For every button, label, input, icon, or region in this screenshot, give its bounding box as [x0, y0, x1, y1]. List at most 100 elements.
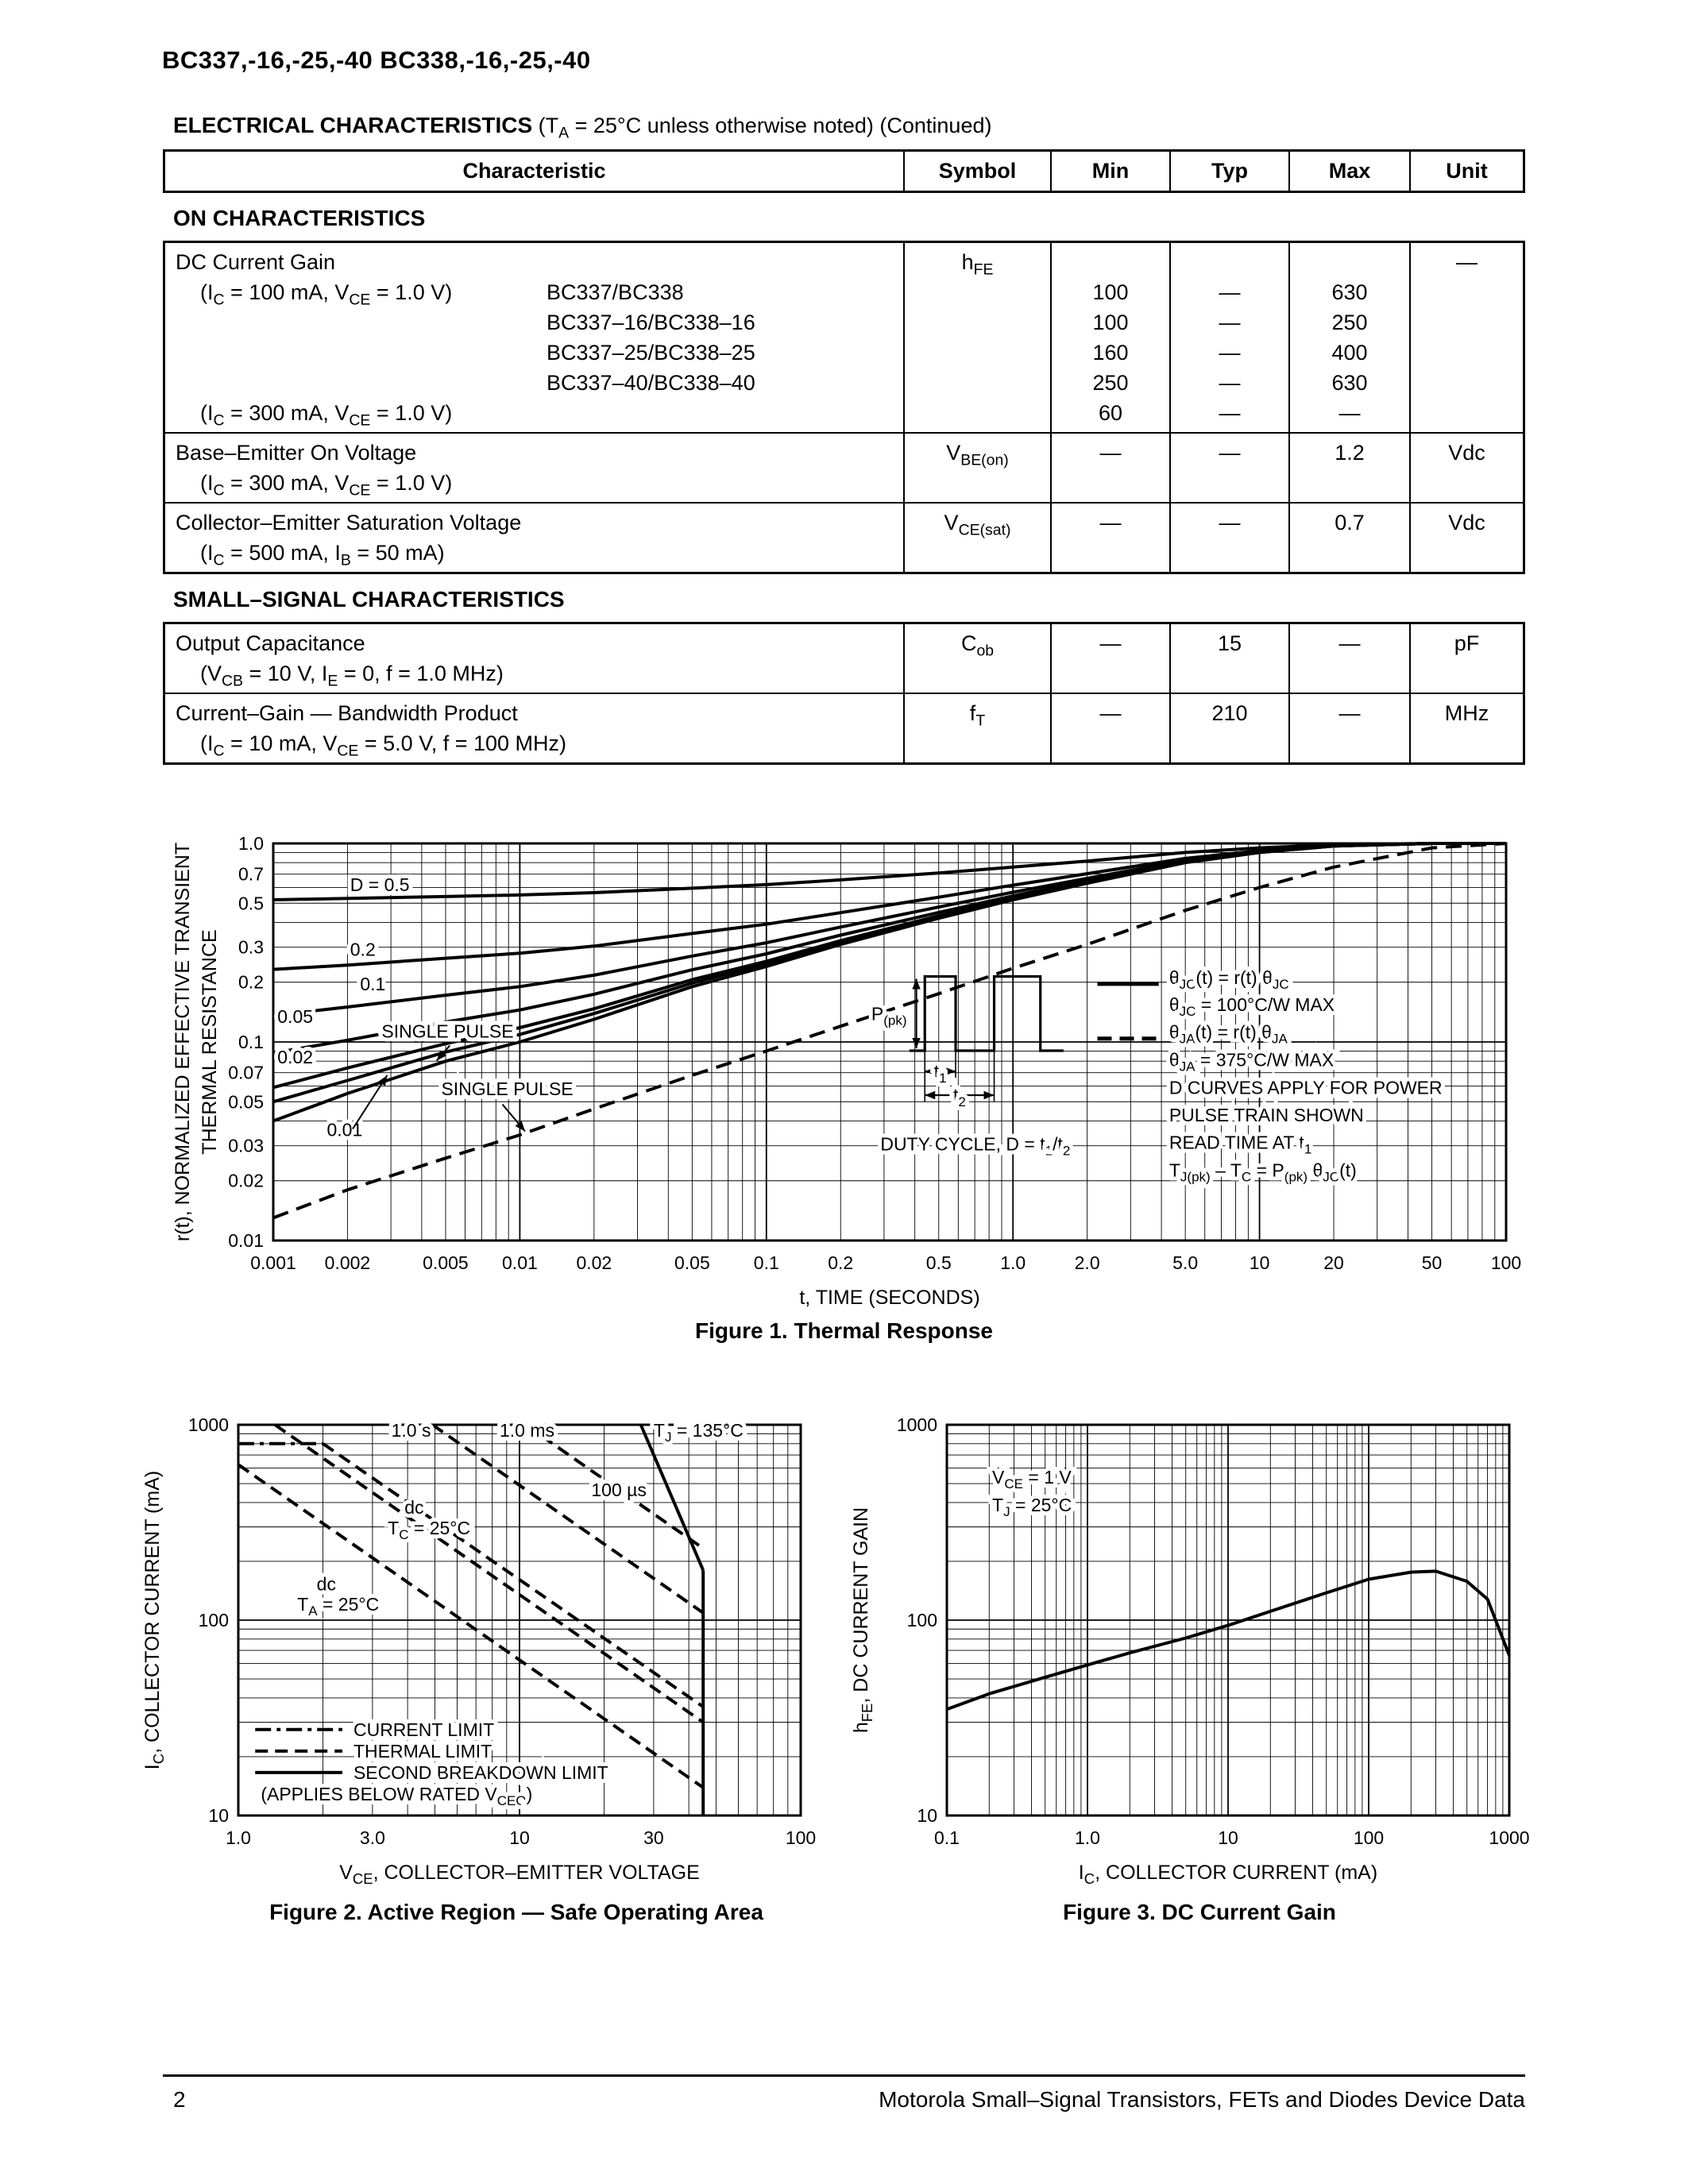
- svg-text:READ TIME AT t1: READ TIME AT t1: [1169, 1132, 1311, 1156]
- figure-3-caption: Figure 3. DC Current Gain: [1063, 1900, 1336, 1924]
- device-variant: BC337–16/BC338–16: [547, 311, 755, 334]
- svg-text:0.7: 0.7: [238, 864, 264, 885]
- typ-value: —: [1219, 280, 1241, 304]
- min-value: 60: [1098, 401, 1123, 425]
- svg-text:θJA(t) = r(t) θJA: θJA(t) = r(t) θJA: [1169, 1022, 1288, 1047]
- series-single-pulse-thetaJC: [272, 842, 1506, 1123]
- svg-text:0.05: 0.05: [277, 1006, 313, 1027]
- typ-cell: — — — — —: [1169, 243, 1288, 432]
- symbol-cell: hFE: [903, 243, 1050, 432]
- test-condition: (IC = 10 mA, VCE = 5.0 V, f = 100 MHz): [200, 731, 567, 760]
- svg-text:0.02: 0.02: [277, 1047, 313, 1067]
- min-value: 100: [1092, 311, 1129, 334]
- characteristic-name: Current–Gain — Bandwidth Product: [176, 701, 518, 725]
- svg-text:1.0: 1.0: [1075, 1827, 1100, 1848]
- max-value: 400: [1331, 341, 1368, 365]
- test-condition: (IC = 100 mA, VCE = 1.0 V): [200, 280, 453, 309]
- column-header-characteristic: Characteristic: [462, 159, 606, 183]
- svg-text:0.2: 0.2: [238, 972, 264, 993]
- unit-value: Vdc: [1448, 441, 1485, 465]
- svg-text:10: 10: [917, 1805, 937, 1826]
- typ-value: 210: [1211, 701, 1248, 725]
- svg-text:dc: dc: [404, 1497, 423, 1518]
- figure-3-dc-current-gain-chart: 0.1 1.0 10 100 1000 10 100 1000 IC, COLLECTOR CU…: [826, 1414, 1533, 1892]
- svg-text:D CURVES APPLY FOR POWER: D CURVES APPLY FOR POWER: [1169, 1077, 1443, 1098]
- series-second-breakdown: [639, 1424, 705, 1571]
- test-condition: (IC = 300 mA, VCE = 1.0 V): [200, 401, 453, 430]
- svg-text:θJA = 375°C/W MAX: θJA = 375°C/W MAX: [1169, 1050, 1334, 1075]
- series-thermal-dc-tc: [273, 1423, 705, 1724]
- svg-text:1000: 1000: [897, 1414, 937, 1435]
- condition-and-device-line: (IC = 100 mA, VCE = 1.0 V) BC337/BC338: [165, 277, 903, 309]
- max-value: —: [1338, 401, 1361, 425]
- series-thermal-dc-ta: [237, 1463, 705, 1789]
- unit-value: pF: [1454, 631, 1480, 655]
- svg-text:IC, COLLECTOR CURRENT (mA): IC, COLLECTOR CURRENT (mA): [141, 1471, 167, 1769]
- svg-text:0.1: 0.1: [360, 974, 385, 994]
- table-row-gain-bandwidth: Current–Gain — Bandwidth Product (IC = 1…: [165, 693, 1523, 762]
- svg-text:PULSE TRAIN SHOWN: PULSE TRAIN SHOWN: [1169, 1105, 1364, 1125]
- footer-text: Motorola Small–Signal Transistors, FETs …: [879, 2087, 1525, 2112]
- min-value: —: [1099, 701, 1122, 725]
- svg-text:0.01: 0.01: [228, 1230, 264, 1251]
- figure-2-safe-operating-area-chart: 1.0 3.0 10 30 100 10 100 1000 VCE, COLLECTOR–EMI…: [118, 1414, 825, 1892]
- figure-2-caption: Figure 2. Active Region — Safe Operating…: [269, 1900, 763, 1924]
- symbol: hFE: [961, 250, 994, 279]
- test-condition: (IC = 300 mA, VCE = 1.0 V): [200, 471, 453, 500]
- svg-text:0.02: 0.02: [576, 1252, 612, 1273]
- fig3-chart: 0.1 1.0 10 100 1000 10 100 1000 IC, COLLECTOR CU…: [850, 1414, 1530, 1887]
- series-single-pulse-thetaJA: [272, 842, 1507, 1220]
- typ-value: —: [1219, 401, 1241, 425]
- svg-text:0.05: 0.05: [228, 1091, 264, 1112]
- column-header-unit: Unit: [1409, 152, 1523, 191]
- typ-value: —: [1219, 341, 1241, 365]
- svg-text:30: 30: [643, 1827, 664, 1848]
- figure-1-caption: Figure 1. Thermal Response: [695, 1318, 993, 1343]
- svg-text:(APPLIES BELOW RATED VCEO): (APPLIES BELOW RATED VCEO): [261, 1784, 532, 1808]
- series-pulsed-1ms: [431, 1423, 705, 1615]
- unit-value: MHz: [1444, 701, 1489, 725]
- unit-cell: —: [1409, 243, 1523, 432]
- svg-text:100: 100: [1491, 1252, 1521, 1273]
- svg-text:r(t), NORMALIZED EFFECTIVE TRA: r(t), NORMALIZED EFFECTIVE TRANSIENT: [172, 843, 194, 1241]
- svg-text:50: 50: [1422, 1252, 1443, 1273]
- svg-text:D = 0.5: D = 0.5: [350, 874, 410, 895]
- table-row-vbe-on: Base–Emitter On Voltage (IC = 300 mA, VC…: [165, 432, 1523, 502]
- unit-value: —: [1456, 250, 1477, 274]
- svg-text:CURRENT LIMIT: CURRENT LIMIT: [353, 1719, 494, 1740]
- svg-text:1000: 1000: [188, 1414, 229, 1435]
- svg-text:VCE, COLLECTOR–EMITTER VOLTAGE: VCE, COLLECTOR–EMITTER VOLTAGE: [339, 1862, 700, 1887]
- svg-text:0.005: 0.005: [423, 1252, 469, 1273]
- footer-page-number: 2: [173, 2087, 186, 2112]
- svg-text:TA = 25°C: TA = 25°C: [297, 1594, 379, 1619]
- svg-text:0.002: 0.002: [325, 1252, 371, 1273]
- footer-divider: [163, 2074, 1525, 2077]
- svg-text:0.05: 0.05: [674, 1252, 710, 1273]
- svg-text:0.2: 0.2: [350, 939, 376, 959]
- characteristic-cell: Current–Gain — Bandwidth Product (IC = 1…: [165, 694, 903, 762]
- section-title-on-characteristics: ON CHARACTERISTICS: [173, 206, 426, 230]
- svg-text:100: 100: [907, 1610, 937, 1630]
- svg-text:dc: dc: [317, 1574, 336, 1595]
- min-value: 250: [1092, 371, 1129, 395]
- symbol: VBE(on): [946, 441, 1009, 469]
- figure-1-thermal-response-chart: 0.001 0.002 0.005 0.01 0.02 0.05 0.1 0.2 0.5 1.0 2…: [153, 832, 1526, 1317]
- typ-value: —: [1219, 311, 1241, 334]
- symbol: VCE(sat): [944, 511, 1011, 539]
- characteristic-cell: Output Capacitance (VCB = 10 V, IE = 0, …: [165, 624, 903, 693]
- svg-text:1.0: 1.0: [226, 1827, 251, 1848]
- svg-text:0.3: 0.3: [238, 937, 264, 958]
- svg-text:1.0 s: 1.0 s: [392, 1420, 431, 1441]
- svg-text:hFE, DC CURRENT GAIN: hFE, DC CURRENT GAIN: [850, 1507, 875, 1733]
- characteristic-cell: Collector–Emitter Saturation Voltage (IC…: [165, 504, 903, 572]
- svg-text:0.07: 0.07: [228, 1063, 264, 1083]
- svg-text:TC = 25°C: TC = 25°C: [388, 1518, 470, 1542]
- svg-text:20: 20: [1323, 1252, 1344, 1273]
- svg-text:TJ = 25°C: TJ = 25°C: [992, 1495, 1072, 1519]
- svg-text:SECOND BREAKDOWN LIMIT: SECOND BREAKDOWN LIMIT: [353, 1762, 608, 1783]
- column-header-typ: Typ: [1169, 152, 1288, 191]
- characteristic-name: Base–Emitter On Voltage: [176, 441, 417, 465]
- symbol: Cob: [960, 631, 995, 660]
- electrical-characteristics-heading: ELECTRICAL CHARACTERISTICS (TA = 25°C un…: [173, 113, 991, 142]
- svg-text:0.1: 0.1: [754, 1252, 779, 1273]
